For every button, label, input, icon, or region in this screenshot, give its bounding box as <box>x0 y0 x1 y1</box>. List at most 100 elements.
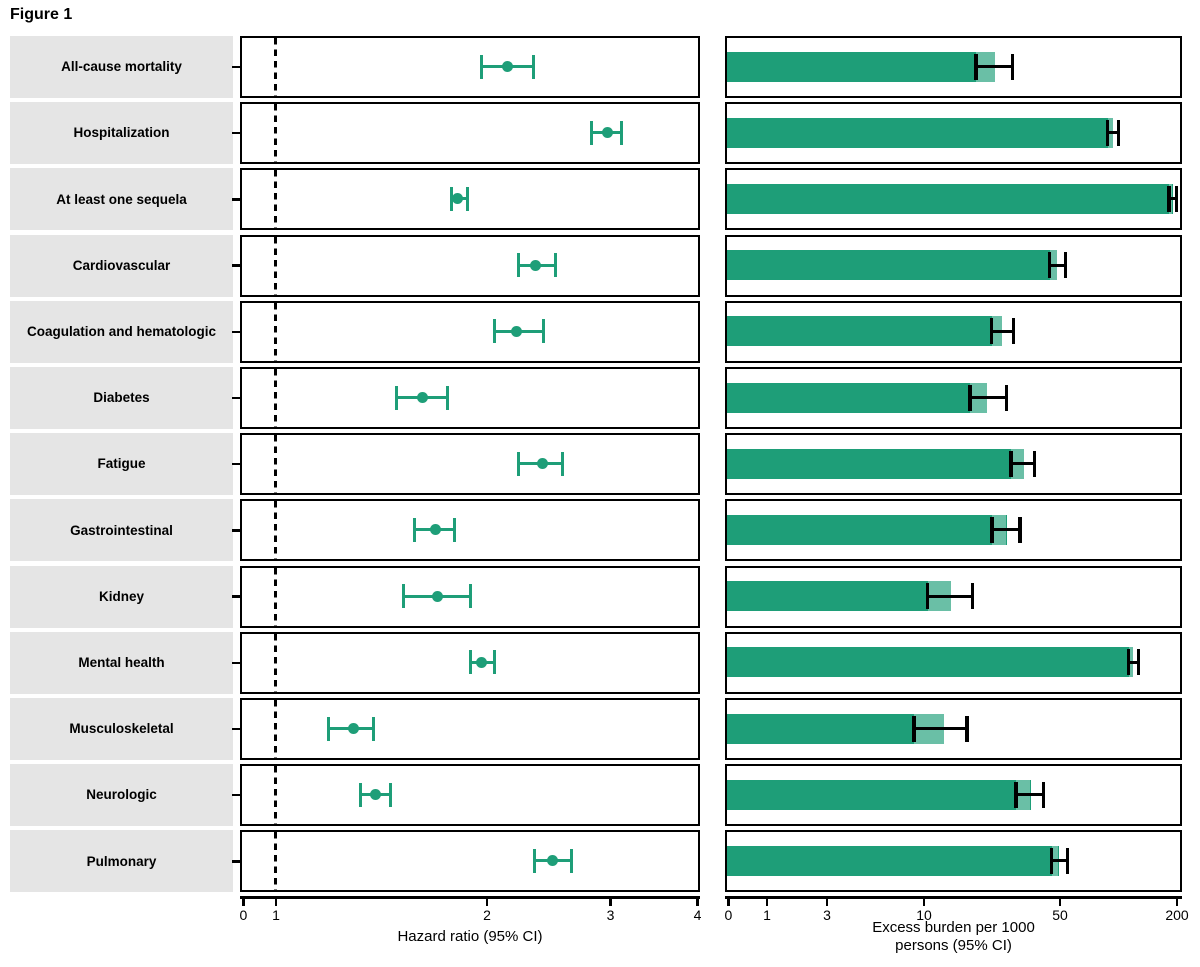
hr-panel-box <box>240 168 700 231</box>
hr-errorbar-cap-high <box>569 848 573 873</box>
hazard-ratio-axis-tick <box>274 898 278 906</box>
row-tick <box>232 330 240 334</box>
hr-point-estimate <box>370 789 382 801</box>
row-tick <box>232 661 240 665</box>
hr-reference-line <box>274 104 277 163</box>
burden-errorbar-cap-high <box>1116 119 1120 146</box>
hazard-ratio-axis-title: Hazard ratio (95% CI) <box>397 928 543 945</box>
burden-errorbar-cap-high <box>1004 384 1008 411</box>
hr-reference-line <box>274 236 277 295</box>
burden-panel-box <box>725 830 1182 893</box>
hr-reference-line <box>274 435 277 494</box>
burden-errorbar-line <box>1107 131 1119 135</box>
hr-panel-box <box>240 499 700 562</box>
burden-errorbar-line <box>1169 197 1177 201</box>
row-label: Neurologic <box>10 764 233 827</box>
row-label: At least one sequela <box>10 168 233 231</box>
hr-reference-line <box>274 633 277 692</box>
hr-panel-box <box>240 300 700 363</box>
hr-errorbar-cap-high <box>554 253 558 278</box>
hr-point-estimate <box>347 723 359 734</box>
hr-reference-line <box>274 567 277 626</box>
hr-point-estimate <box>431 590 443 602</box>
burden-errorbar-cap-low <box>989 318 994 345</box>
burden-errorbar-cap-low <box>990 516 994 543</box>
burden-errorbar-cap-high <box>1032 450 1036 477</box>
hr-reference-line <box>274 700 277 758</box>
hr-errorbar-cap-high <box>620 120 624 145</box>
burden-errorbar-line <box>970 396 1007 399</box>
burden-errorbar-cap-low <box>1009 450 1013 477</box>
hr-reference-line <box>274 832 277 891</box>
hazard-ratio-axis-tick-label: 3 <box>606 907 615 923</box>
burden-errorbar-cap-low <box>1105 119 1109 146</box>
burden-errorbar-cap-high <box>1018 516 1022 543</box>
hr-reference-line <box>274 170 277 229</box>
excess-burden-axis-tick <box>825 898 829 906</box>
hr-reference-line <box>274 302 277 361</box>
hazard-ratio-axis-tick-label: 0 <box>239 907 248 923</box>
hr-errorbar-cap-low <box>401 584 405 609</box>
excess-burden-axis-tick-label: 3 <box>823 907 831 923</box>
excess-burden-axis-line <box>725 896 1182 899</box>
row-label: Cardiovascular <box>10 234 233 297</box>
hr-errorbar-cap-low <box>516 451 520 476</box>
figure-title: Figure 1 <box>10 6 73 23</box>
hr-errorbar-cap-low <box>449 186 453 211</box>
hazard-ratio-axis-tick <box>696 898 699 906</box>
excess-burden-axis-tick <box>922 898 926 906</box>
hr-panel-box <box>240 367 700 429</box>
hr-panel-box <box>240 102 700 165</box>
row-label: Coagulation and hematologic <box>10 300 233 363</box>
burden-bar <box>727 514 1007 545</box>
excess-burden-axis-title-line1: Excess burden per 1000 <box>872 919 1035 936</box>
burden-errorbar-line <box>1128 660 1139 664</box>
row-tick <box>232 860 240 863</box>
burden-bar <box>727 382 988 413</box>
row-label: Kidney <box>10 565 233 628</box>
burden-errorbar-line <box>991 329 1014 333</box>
burden-bar <box>727 316 1002 347</box>
row-tick <box>232 131 240 135</box>
burden-errorbar-cap-low <box>1126 649 1130 676</box>
burden-errorbar-line <box>976 65 1013 68</box>
excess-burden-axis-tick-label: 1 <box>763 907 771 923</box>
hr-point-estimate <box>511 325 523 337</box>
hazard-ratio-axis-tick-label: 1 <box>272 907 280 923</box>
burden-panel-box <box>725 36 1182 98</box>
excess-burden-axis-tick-label: 200 <box>1165 907 1189 923</box>
hr-point-estimate <box>546 855 558 867</box>
row-tick <box>232 198 240 201</box>
row-label: All-cause mortality <box>10 36 233 98</box>
row-tick <box>232 65 240 69</box>
burden-errorbar-line <box>992 528 1021 532</box>
excess-burden-axis-tick <box>765 898 769 906</box>
excess-burden-axis-title: Excess burden per 1000 persons (95% CI) <box>725 919 1182 955</box>
excess-burden-axis-tick <box>1058 898 1062 906</box>
burden-errorbar-cap-low <box>1049 847 1053 874</box>
hr-panel-box <box>240 698 700 760</box>
burden-bar <box>727 647 1133 678</box>
burden-errorbar-line <box>927 594 973 598</box>
hr-reference-line <box>274 38 277 96</box>
burden-errorbar-cap-high <box>1041 781 1045 808</box>
burden-errorbar-cap-high <box>1010 53 1015 80</box>
hr-panel-box <box>240 565 700 628</box>
row-tick <box>232 793 240 797</box>
hazard-ratio-axis-tick <box>485 898 489 906</box>
burden-errorbar-cap-high <box>1063 252 1067 279</box>
burden-errorbar-cap-high <box>1065 847 1069 874</box>
row-label: Hospitalization <box>10 102 233 165</box>
burden-bar <box>727 779 1031 810</box>
burden-bar <box>727 250 1058 281</box>
row-tick <box>232 529 240 532</box>
burden-errorbar-cap-low <box>912 715 916 742</box>
row-tick <box>232 264 240 267</box>
hr-errorbar-cap-high <box>372 716 375 741</box>
hr-panel-box <box>240 830 700 893</box>
burden-errorbar-cap-low <box>1167 185 1171 212</box>
hr-errorbar-cap-low <box>358 782 362 807</box>
hr-panel-box <box>240 36 700 98</box>
excess-burden-axis-tick-label: 0 <box>724 907 733 923</box>
hr-errorbar-cap-low <box>480 54 484 79</box>
